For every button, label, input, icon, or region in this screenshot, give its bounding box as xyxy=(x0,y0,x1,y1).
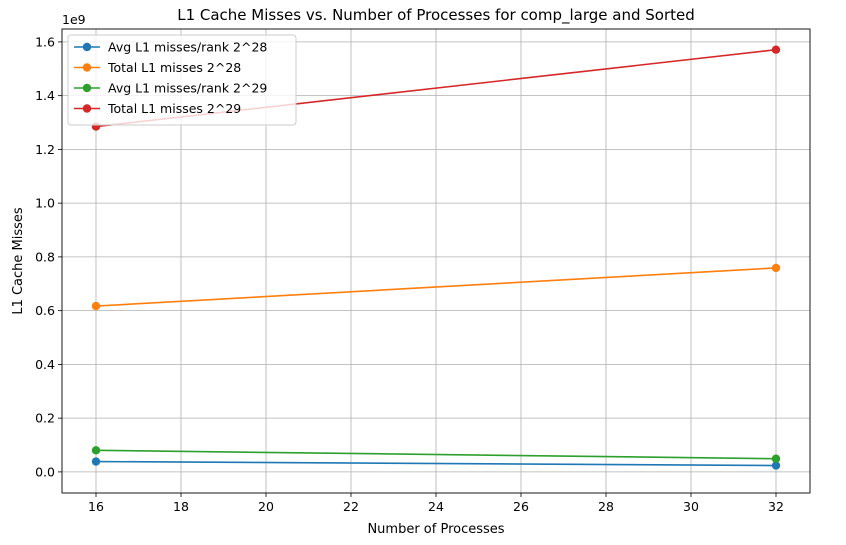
x-tick-label: 28 xyxy=(598,499,614,514)
series-line xyxy=(95,267,777,307)
y-tick-label: 0.2 xyxy=(35,411,55,426)
x-tick-label: 26 xyxy=(513,499,529,514)
x-tick-label: 24 xyxy=(428,499,444,514)
series-1 xyxy=(91,457,781,470)
legend-marker xyxy=(82,63,92,72)
legend-marker xyxy=(82,42,92,52)
chart-title: L1 Cache Misses vs. Number of Processes … xyxy=(177,6,695,25)
legend-label: Total L1 misses 2^29 xyxy=(107,101,241,116)
legend-label: Avg L1 misses/rank 2^28 xyxy=(108,40,267,55)
legend-marker xyxy=(82,83,92,93)
y-tick-label: 1.6 xyxy=(35,34,55,49)
legend-label: Total L1 misses 2^28 xyxy=(107,60,241,75)
legend-marker xyxy=(82,104,92,113)
data-point xyxy=(771,263,781,273)
data-point xyxy=(771,45,781,54)
x-tick-label: 16 xyxy=(88,499,104,514)
x-axis-label: Number of Processes xyxy=(367,522,504,537)
legend-item: Avg L1 misses/rank 2^29 xyxy=(74,81,267,96)
x-tick-label: 20 xyxy=(258,499,274,514)
y-tick-label: 1.0 xyxy=(35,196,55,211)
y-tick-label: 0.4 xyxy=(35,357,55,372)
y-tick-label: 0.6 xyxy=(35,303,55,318)
data-point xyxy=(771,454,781,463)
series-line xyxy=(95,460,777,467)
y-tick-label: 0.0 xyxy=(35,464,55,479)
series-3 xyxy=(91,446,781,463)
ticks: 16 18 20 22 24 26 28 30 32 0.0 0.2 0.4 0.6 0.8 1.0 1.2 1… xyxy=(35,34,784,514)
data-point xyxy=(91,301,101,311)
legend-box xyxy=(67,34,297,126)
x-tick-label: 30 xyxy=(683,499,699,514)
x-tick-label: 18 xyxy=(173,499,189,514)
legend-item: Total L1 misses 2^28 xyxy=(74,60,241,75)
legend-item: Total L1 misses 2^29 xyxy=(74,101,241,116)
y-offset-label: 1e9 xyxy=(62,12,86,27)
y-tick-label: 0.8 xyxy=(35,249,55,264)
data-point xyxy=(91,446,101,455)
series-2 xyxy=(91,263,781,311)
legend-item: Avg L1 misses/rank 2^28 xyxy=(74,40,267,55)
x-tick-label: 32 xyxy=(768,499,784,514)
grid xyxy=(62,29,810,493)
series-line xyxy=(95,449,777,460)
data-point xyxy=(91,457,101,466)
y-tick-label: 1.2 xyxy=(35,142,55,157)
data-point xyxy=(771,461,781,470)
y-axis-label: L1 Cache Misses xyxy=(11,207,26,315)
legend-label: Avg L1 misses/rank 2^29 xyxy=(108,81,267,96)
legend: Avg L1 misses/rank 2^28 Total L1 misses 2… xyxy=(67,34,297,126)
y-tick-label: 1.4 xyxy=(35,88,55,103)
x-tick-label: 22 xyxy=(343,499,359,514)
